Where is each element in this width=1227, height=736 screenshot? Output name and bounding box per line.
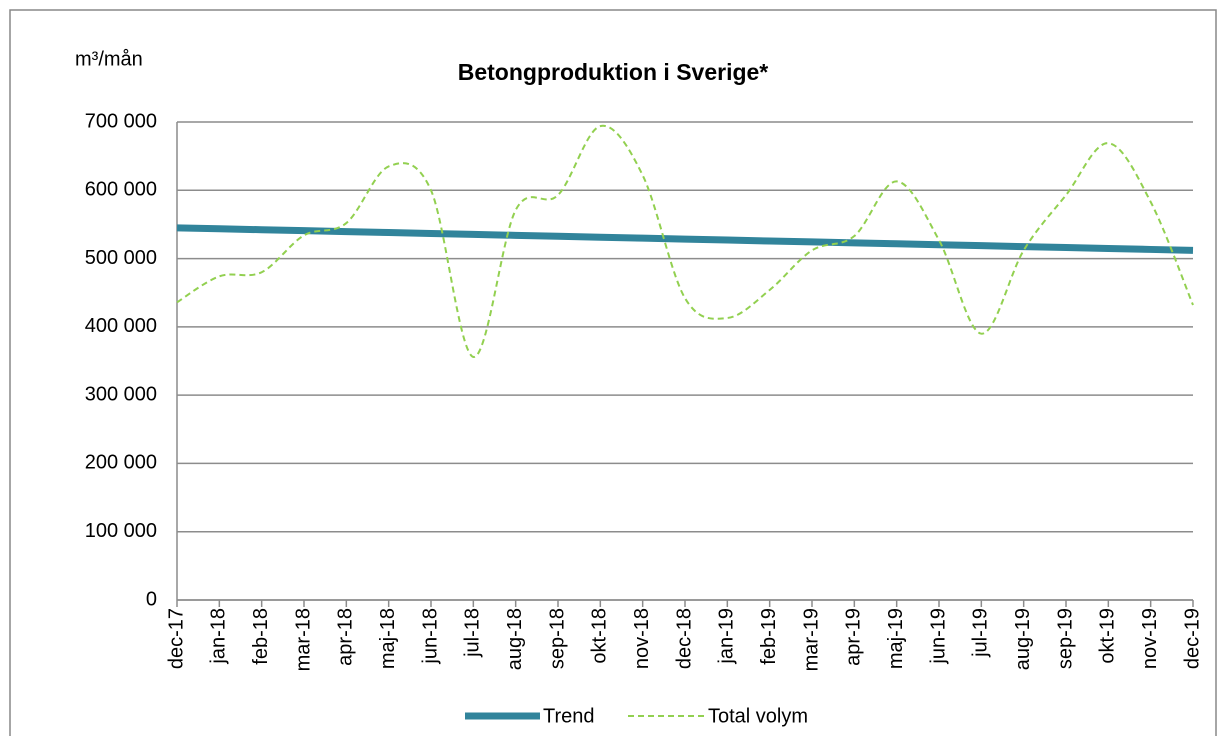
x-tick-label: dec-18 <box>673 608 695 669</box>
x-tick-label: aug-19 <box>1012 608 1034 670</box>
x-tick-label: apr-18 <box>335 608 357 666</box>
y-tick-label: 100 000 <box>85 520 157 542</box>
series-line <box>176 224 1194 254</box>
x-tick-label: feb-18 <box>250 608 272 665</box>
chart-title: Betongproduktion i Sverige* <box>458 59 769 85</box>
x-tick-label: okt-18 <box>589 608 611 664</box>
x-tick-label: aug-18 <box>504 608 526 670</box>
x-tick-label: okt-19 <box>1097 608 1119 664</box>
y-tick-label: 500 000 <box>85 247 157 269</box>
x-tick-label: maj-18 <box>377 608 399 669</box>
x-tick-label: dec-17 <box>165 608 187 669</box>
x-tick-label: jul-18 <box>462 608 484 658</box>
x-tick-label: nov-18 <box>631 608 653 669</box>
series-line <box>176 124 1194 358</box>
y-tick-label: 700 000 <box>85 110 157 132</box>
x-tick-label: apr-19 <box>843 608 865 666</box>
x-tick-label: jun-19 <box>927 608 949 665</box>
x-tick-label: mar-19 <box>800 608 822 671</box>
y-tick-label: 600 000 <box>85 179 157 201</box>
x-tick-label: jan-18 <box>208 608 230 665</box>
x-tick-label: dec-19 <box>1181 608 1203 669</box>
y-tick-label: 400 000 <box>85 315 157 337</box>
x-tick-label: mar-18 <box>292 608 314 671</box>
y-axis-label: m³/mån <box>75 48 143 70</box>
legend-label: Total volym <box>708 705 808 727</box>
x-tick-label: sep-19 <box>1054 608 1076 669</box>
y-tick-label: 200 000 <box>85 452 157 474</box>
x-tick-label: jul-19 <box>970 608 992 658</box>
x-tick-label: jun-18 <box>419 608 441 665</box>
x-tick-label: sep-18 <box>546 608 568 669</box>
legend-label: Trend <box>543 705 595 727</box>
x-tick-label: maj-19 <box>885 608 907 669</box>
y-tick-label: 300 000 <box>85 383 157 405</box>
x-tick-label: jan-19 <box>716 608 738 665</box>
x-tick-label: feb-19 <box>758 608 780 665</box>
chart-frame <box>9 9 1217 736</box>
x-tick-label: nov-19 <box>1139 608 1161 669</box>
y-tick-label: 0 <box>146 588 157 610</box>
